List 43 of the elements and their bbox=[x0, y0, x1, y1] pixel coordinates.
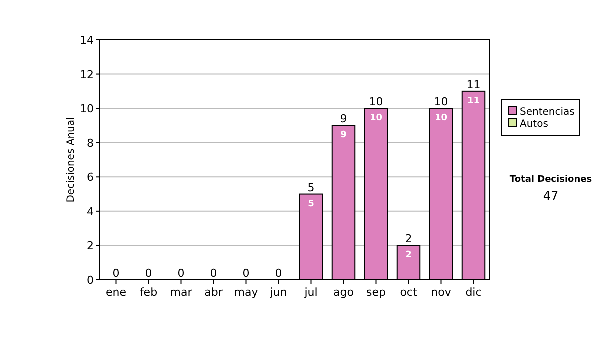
x-tick-label: ene bbox=[106, 286, 127, 299]
y-tick-label: 2 bbox=[87, 240, 94, 253]
x-tick-label: sep bbox=[366, 286, 386, 299]
total-label: 0 bbox=[275, 267, 282, 280]
y-tick-label: 4 bbox=[87, 205, 94, 218]
total-label: 2 bbox=[405, 232, 412, 246]
y-tick-label: 0 bbox=[87, 274, 94, 287]
y-tick-label: 14 bbox=[80, 34, 94, 47]
data-label: 10 bbox=[434, 114, 448, 124]
total-label: 9 bbox=[340, 112, 348, 126]
legend-label: Sentencias bbox=[520, 107, 575, 118]
y-tick-label: 12 bbox=[80, 68, 94, 82]
y-axis-title: Decisiones Anual bbox=[66, 117, 77, 203]
legend-label: Autos bbox=[520, 119, 548, 130]
x-tick-label: oct bbox=[400, 286, 418, 299]
x-tick-label: jun bbox=[269, 286, 288, 299]
data-label: 5 bbox=[308, 199, 314, 210]
total-label: 10 bbox=[369, 96, 384, 109]
text: 47 bbox=[543, 189, 559, 203]
data-label: 11 bbox=[467, 96, 480, 106]
x-tick-label: jul bbox=[304, 286, 318, 299]
x-tick-label: feb bbox=[140, 286, 158, 299]
y-tick-label: 6 bbox=[87, 171, 94, 184]
x-tick-label: abr bbox=[204, 286, 224, 299]
data-label: 10 bbox=[370, 114, 383, 124]
x-tick-label: ago bbox=[334, 286, 354, 299]
total-label: 0 bbox=[210, 267, 218, 280]
data-label: 9 bbox=[340, 130, 347, 141]
total-label: 0 bbox=[112, 267, 120, 280]
total-label: 10 bbox=[434, 96, 448, 109]
total-label: 5 bbox=[308, 181, 315, 194]
text: Total Decisiones bbox=[510, 175, 592, 185]
data-label: 2 bbox=[406, 250, 412, 261]
x-tick-label: mar bbox=[170, 286, 193, 299]
total-label: 11 bbox=[466, 78, 481, 92]
x-tick-label: may bbox=[234, 286, 259, 299]
total-label: 0 bbox=[145, 267, 152, 280]
y-tick-label: 10 bbox=[80, 102, 94, 116]
total-label: 0 bbox=[178, 267, 185, 280]
y-tick-label: 8 bbox=[87, 136, 94, 150]
x-tick-label: dic bbox=[466, 286, 482, 299]
x-tick-label: nov bbox=[431, 286, 452, 299]
total-label: 0 bbox=[242, 267, 250, 280]
